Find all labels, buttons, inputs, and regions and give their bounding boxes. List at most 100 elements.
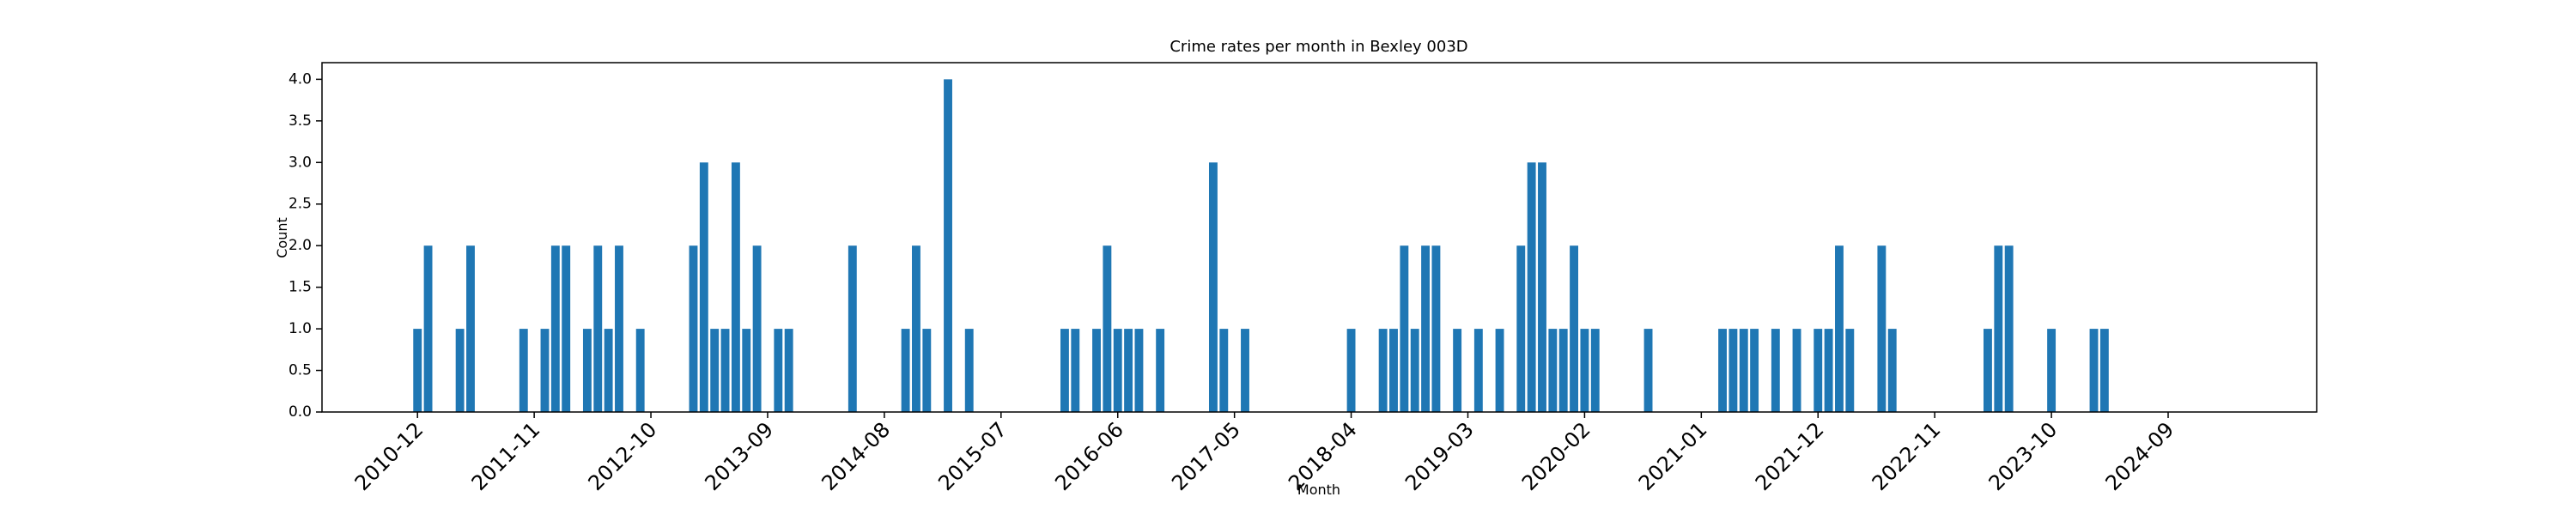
bar: [1580, 329, 1589, 412]
bar: [731, 162, 740, 413]
bar: [1771, 329, 1780, 412]
bar: [1103, 245, 1112, 412]
bar: [1453, 329, 1462, 412]
bar: [1824, 329, 1833, 412]
bar: [1527, 162, 1536, 413]
bar: [1558, 329, 1568, 412]
bar: [1643, 329, 1653, 412]
bar: [964, 329, 974, 412]
bar: [1092, 329, 1101, 412]
bar: [2089, 329, 2099, 412]
x-tick-label: 2024-09: [2101, 417, 2179, 495]
y-tick-label: 4.0: [289, 70, 312, 88]
bar: [1516, 245, 1526, 412]
bar: [1718, 329, 1727, 412]
bar: [922, 329, 932, 412]
bar: [1845, 329, 1855, 412]
bar: [2099, 329, 2109, 412]
x-tick-label: 2017-05: [1167, 417, 1245, 495]
bar: [1410, 329, 1419, 412]
bar: [562, 245, 571, 412]
chart-title: Crime rates per month in Bexley 003D: [1170, 38, 1467, 56]
x-tick-label: 2012-10: [584, 417, 662, 495]
bar: [944, 79, 952, 412]
bar: [1473, 329, 1483, 412]
y-tick-label: 2.0: [289, 237, 312, 254]
bar: [423, 245, 433, 412]
x-tick-label: 2015-07: [933, 417, 1012, 495]
bar: [742, 329, 751, 412]
bar: [912, 245, 920, 412]
x-tick-label: 2016-06: [1050, 417, 1128, 495]
y-tick-label: 1.5: [289, 279, 312, 296]
bar: [1570, 245, 1578, 412]
x-tick-label: 2021-12: [1751, 417, 1829, 495]
bar: [1241, 329, 1249, 412]
bar: [1750, 329, 1759, 412]
bar: [540, 329, 550, 412]
bar: [635, 329, 645, 412]
bar: [593, 245, 603, 412]
bar: [1071, 329, 1080, 412]
plot-frame: [321, 62, 2318, 413]
bar: [582, 329, 592, 412]
x-tick-label: 2019-03: [1400, 417, 1479, 495]
bar: [1984, 329, 1992, 412]
y-tick-label: 0.5: [289, 362, 312, 379]
x-tick-label: 2011-11: [467, 417, 545, 495]
x-tick-label: 2013-09: [701, 417, 779, 495]
x-tick-label: 2020-02: [1517, 417, 1595, 495]
bar: [710, 329, 720, 412]
y-tick-label: 3.5: [289, 112, 312, 130]
x-tick-label: 2022-11: [1868, 417, 1946, 495]
bar: [1219, 329, 1229, 412]
bar: [1431, 245, 1441, 412]
bar: [689, 245, 698, 412]
bar: [774, 329, 783, 412]
bar: [519, 329, 528, 412]
bar: [615, 245, 623, 412]
bar: [1156, 329, 1165, 412]
y-tick-label: 1.0: [289, 320, 312, 337]
bar: [1400, 245, 1409, 412]
x-tick-label: 2021-01: [1634, 417, 1712, 495]
y-tick-label: 3.0: [289, 154, 312, 171]
x-tick-label: 2023-10: [1984, 417, 2063, 495]
bar: [2004, 245, 2014, 412]
x-tick-label: 2010-12: [350, 417, 428, 495]
bar: [466, 245, 475, 412]
y-tick-label: 0.0: [289, 403, 312, 421]
bar: [1134, 329, 1144, 412]
bar: [1495, 329, 1504, 412]
bar: [1728, 329, 1738, 412]
bar: [1814, 329, 1823, 412]
bar: [848, 245, 857, 412]
bar: [1994, 245, 2003, 412]
y-axis-label: Count: [274, 217, 290, 258]
bar: [1739, 329, 1748, 412]
bar: [752, 245, 762, 412]
bar: [1887, 329, 1897, 412]
bar: [1208, 162, 1218, 413]
bar: [2047, 329, 2057, 412]
bar: [1060, 329, 1069, 412]
bar: [1538, 162, 1546, 413]
bar: [784, 329, 793, 412]
bar: [699, 162, 708, 413]
bar: [1113, 329, 1122, 412]
bar: [901, 329, 910, 412]
bar: [1421, 245, 1431, 412]
bar: [604, 329, 613, 412]
bar: [1389, 329, 1398, 412]
y-tick-label: 2.5: [289, 196, 312, 213]
bar: [455, 329, 465, 412]
bar: [1548, 329, 1558, 412]
bar: [1835, 245, 1844, 412]
bar: [1877, 245, 1886, 412]
x-axis-label: Month: [1297, 482, 1340, 498]
bar: [1792, 329, 1801, 412]
bar: [1590, 329, 1600, 412]
bar: [1346, 329, 1356, 412]
bar: [550, 245, 560, 412]
